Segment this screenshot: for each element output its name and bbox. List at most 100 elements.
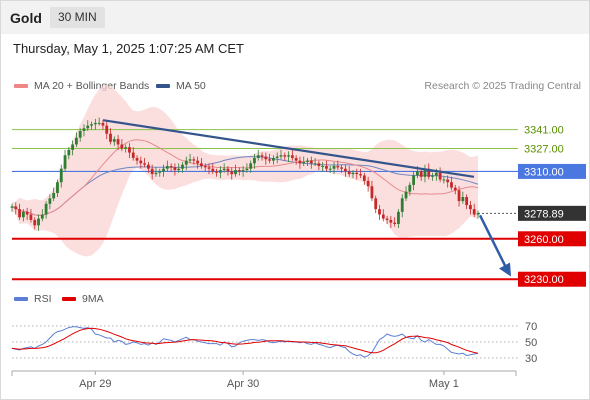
candle	[283, 152, 287, 161]
candle-body	[105, 125, 109, 134]
candle-body	[44, 203, 48, 215]
candle	[275, 152, 279, 164]
candle-body	[453, 187, 457, 191]
candle	[256, 149, 260, 161]
candle	[260, 152, 264, 161]
candle	[139, 156, 143, 169]
candle-body	[446, 179, 450, 183]
candle-body	[78, 130, 82, 138]
candle	[302, 156, 306, 167]
candle	[287, 151, 290, 162]
candle-body	[63, 155, 67, 169]
candle-body	[397, 211, 400, 224]
candle	[143, 157, 147, 168]
candle	[313, 157, 317, 167]
candle	[431, 172, 434, 181]
candle-body	[131, 152, 135, 158]
candle-body	[112, 139, 116, 142]
candle	[400, 194, 404, 218]
candle	[184, 156, 188, 171]
candle-body	[245, 168, 249, 171]
candle	[78, 128, 82, 142]
candle-body	[173, 167, 177, 171]
ma9-swatch	[62, 297, 76, 302]
candle	[343, 164, 347, 177]
candle	[253, 153, 256, 169]
candle-body	[93, 122, 97, 125]
last-price-label: 3278.89	[524, 208, 564, 220]
candle	[450, 176, 453, 191]
candle-body	[260, 155, 264, 157]
candle-body	[378, 209, 381, 215]
ma50-line	[11, 156, 479, 216]
candle-body	[404, 191, 408, 199]
candle-body	[256, 155, 260, 158]
legend-rsi-label: RSI	[34, 293, 52, 305]
candle-body	[465, 197, 469, 206]
candle-body	[355, 172, 359, 175]
candle-body	[461, 197, 465, 202]
rsi-level-label-50: 50	[525, 337, 537, 349]
candle-body	[438, 172, 442, 180]
candle-body	[124, 147, 128, 149]
candle	[378, 205, 381, 220]
level-label-box-3230.00	[518, 271, 586, 287]
legend-ma20-label: MA 20 + Bollinger Bands	[34, 80, 150, 92]
candle	[211, 163, 215, 175]
candle	[67, 147, 71, 160]
candle-body	[442, 179, 446, 181]
candle-body	[343, 168, 347, 172]
candle-body	[412, 175, 415, 185]
candle	[226, 166, 230, 176]
candle-body	[97, 122, 101, 124]
candle	[309, 156, 313, 169]
candle	[423, 164, 427, 183]
legend-ma20: MA 20 + Bollinger Bands	[14, 80, 149, 92]
candle	[446, 175, 450, 188]
candle	[33, 217, 37, 230]
candle-body	[40, 214, 44, 219]
candle-body	[290, 155, 294, 158]
candle-body	[177, 168, 181, 171]
candle-body	[283, 155, 287, 157]
level-label-3230.00: 3230.00	[524, 274, 564, 286]
candle	[90, 121, 93, 130]
candle	[128, 143, 131, 158]
candle-body	[165, 166, 169, 169]
candle-body	[328, 168, 332, 170]
candle-body	[188, 159, 192, 161]
candle	[207, 163, 211, 175]
candle	[112, 136, 116, 146]
candle	[419, 168, 423, 181]
candle	[71, 140, 75, 156]
candle-body	[139, 160, 143, 164]
candle-body	[222, 168, 226, 171]
rsi-swatch	[14, 297, 28, 302]
candle	[105, 121, 109, 140]
candle-body	[192, 159, 196, 161]
candle	[215, 168, 218, 177]
candle-body	[101, 122, 105, 126]
candle	[427, 163, 431, 180]
candle	[177, 163, 181, 173]
candle-body	[359, 174, 362, 176]
candle	[272, 155, 275, 165]
credit-text: Research © 2025 Trading Central	[424, 80, 581, 92]
candle-body	[215, 171, 218, 173]
candle	[230, 167, 234, 180]
candle-body	[230, 171, 234, 175]
legend-rsi: RSI	[14, 293, 52, 305]
level-labels: 3341.00 3327.00 3310.00 3260.00 3230.00 3278.…	[518, 125, 586, 287]
timeframe-badge[interactable]: 30 MIN	[50, 7, 105, 28]
candle	[381, 209, 385, 222]
candle	[93, 118, 97, 130]
candle-body	[275, 156, 279, 158]
candle	[249, 160, 253, 173]
candle-body	[234, 170, 237, 175]
candle-body	[457, 190, 461, 202]
candle-body	[154, 172, 158, 175]
candle	[469, 201, 472, 215]
legend-ma50: MA 50	[156, 80, 206, 92]
candle	[366, 176, 370, 192]
